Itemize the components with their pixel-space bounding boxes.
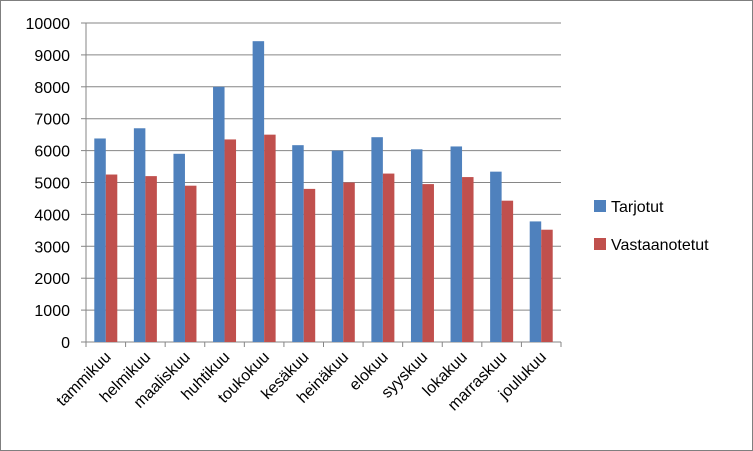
legend-label-vastaanotetut: Vastaanotetut xyxy=(611,237,709,254)
bar-tarjotut-joulukuu xyxy=(529,221,542,342)
legend: Tarjotut Vastaanotetut xyxy=(594,199,709,254)
bar-vastaanotetut-syyskuu xyxy=(422,184,434,342)
y-tick-label: 1000 xyxy=(34,303,70,320)
y-axis-tick-labels: 0 1000 2000 3000 4000 5000 6000 7000 8000 9000 100… xyxy=(26,16,71,352)
axes xyxy=(81,22,562,347)
bar-tarjotut-huhtikuu xyxy=(213,86,225,342)
legend-swatch-vastaanotetut xyxy=(594,238,606,250)
y-tick-label: 7000 xyxy=(34,112,70,129)
bar-tarjotut-toukokuu xyxy=(252,41,265,343)
y-tick-label: 5000 xyxy=(34,176,70,193)
y-tick-label: 9000 xyxy=(34,48,70,65)
y-tick-label: 4000 xyxy=(34,207,70,224)
bar-vastaanotetut-marraskuu xyxy=(501,200,514,342)
bar-vastaanotetut-heinäkuu xyxy=(343,182,355,342)
bar-tarjotut-lokakuu xyxy=(450,146,463,342)
legend-label-tarjotut: Tarjotut xyxy=(611,199,664,216)
y-tick-label: 3000 xyxy=(34,239,70,256)
bar-vastaanotetut-toukokuu xyxy=(264,134,276,342)
bar-tarjotut-marraskuu xyxy=(490,171,502,342)
bar-vastaanotetut-huhtikuu xyxy=(224,139,237,342)
bar-vastaanotetut-kesäkuu xyxy=(303,188,316,342)
bar-vastaanotetut-elokuu xyxy=(382,173,395,342)
bar-vastaanotetut-tammikuu xyxy=(105,174,118,342)
legend-swatch-tarjotut xyxy=(594,200,606,212)
bar-vastaanotetut-lokakuu xyxy=(462,177,474,342)
bar-tarjotut-tammikuu xyxy=(94,138,106,342)
y-tick-label: 2000 xyxy=(34,271,70,288)
bar-vastaanotetut-helmikuu xyxy=(145,176,157,342)
x-axis-tick-labels: tammikuuhelmikuumaaliskuuhuhtikuutoukoku… xyxy=(54,349,550,414)
bar-tarjotut-syyskuu xyxy=(410,149,423,342)
y-tick-label: 0 xyxy=(61,335,70,352)
bar-tarjotut-kesäkuu xyxy=(292,145,304,342)
bar-vastaanotetut-maaliskuu xyxy=(184,185,197,342)
bar-vastaanotetut-joulukuu xyxy=(541,229,553,342)
bar-tarjotut-maaliskuu xyxy=(173,153,185,342)
bar-tarjotut-elokuu xyxy=(371,137,383,342)
y-tick-label: 8000 xyxy=(34,80,70,97)
bar-tarjotut-heinäkuu xyxy=(331,150,344,342)
y-tick-label: 6000 xyxy=(34,144,70,161)
gridlines xyxy=(86,22,561,311)
y-tick-label: 10000 xyxy=(26,16,71,33)
bars xyxy=(94,41,553,343)
bar-tarjotut-helmikuu xyxy=(133,128,146,342)
